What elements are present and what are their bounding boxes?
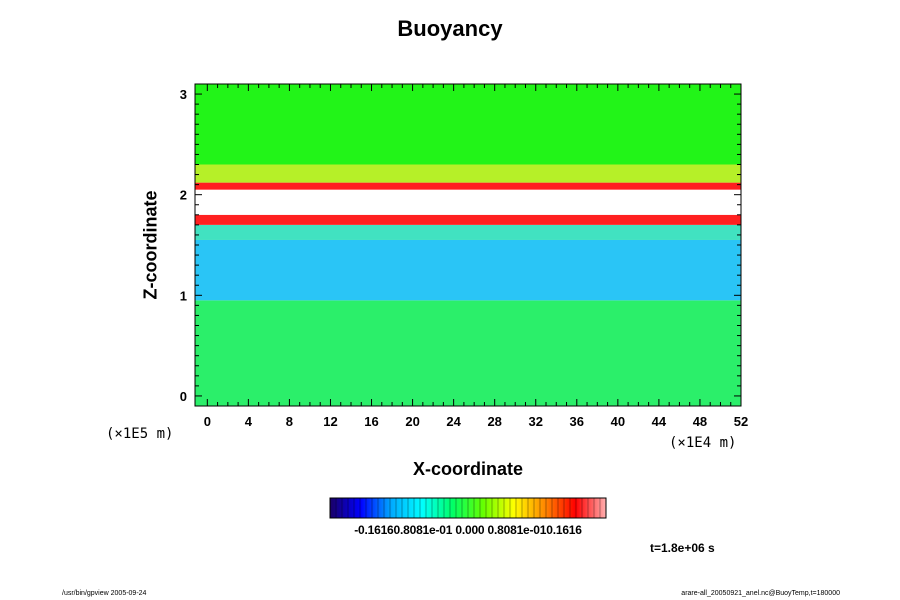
y-unit-label: (×1E5 m) [106, 426, 174, 442]
footer-command: /usr/bin/gpview 2005-09-24 [62, 590, 147, 597]
colorbar-labels: -0.16160.8081e-01 0.000 0.8081e-010.1616 [354, 523, 582, 537]
colorbar-frame [329, 497, 607, 519]
field-region-mid-layer [195, 239, 741, 301]
colorbar [329, 497, 607, 519]
x-tick-label: 28 [487, 414, 501, 429]
field-region-lower-layer [195, 300, 741, 406]
field-region-upper-transition [195, 164, 741, 183]
field-region-upper-layer [195, 84, 741, 165]
y-tick-labels: 0 1 2 3 [180, 87, 187, 404]
y-tick-label: 3 [180, 87, 187, 102]
field-region-saturated-gap [195, 189, 741, 215]
y-tick-label: 2 [180, 188, 187, 203]
y-axis-label: Z-coordinate [140, 190, 161, 300]
x-unit-label: (×1E4 m) [669, 435, 737, 451]
x-tick-label: 8 [286, 414, 293, 429]
x-tick-label: 20 [405, 414, 419, 429]
x-tick-label: 4 [245, 414, 253, 429]
x-tick-label: 48 [693, 414, 707, 429]
y-tick-label: 0 [180, 389, 187, 404]
x-tick-label: 32 [529, 414, 543, 429]
axis-ticks [195, 84, 742, 406]
time-label: t=1.8e+06 s [650, 541, 715, 555]
y-tick-label: 1 [180, 288, 187, 303]
x-tick-label: 16 [364, 414, 378, 429]
x-tick-labels: 0 4 8 12 16 20 24 28 32 36 40 44 48 52 [204, 414, 749, 429]
x-axis-label: X-coordinate [412, 459, 523, 479]
x-tick-label: 0 [204, 414, 211, 429]
x-tick-label: 12 [323, 414, 337, 429]
chart-title: Buoyancy [397, 16, 503, 41]
footer-source: arare-all_20050921_anel.nc@BuoyTemp,t=18… [681, 590, 840, 597]
x-tick-label: 24 [446, 414, 461, 429]
x-tick-label: 44 [652, 414, 667, 429]
buoyancy-field [195, 84, 741, 406]
field-region-red-band-upper [195, 182, 741, 190]
x-tick-label: 52 [734, 414, 748, 429]
x-tick-label: 40 [611, 414, 625, 429]
x-tick-label: 36 [570, 414, 584, 429]
field-region-red-band-lower [195, 214, 741, 225]
field-region-transition-layer [195, 224, 741, 240]
